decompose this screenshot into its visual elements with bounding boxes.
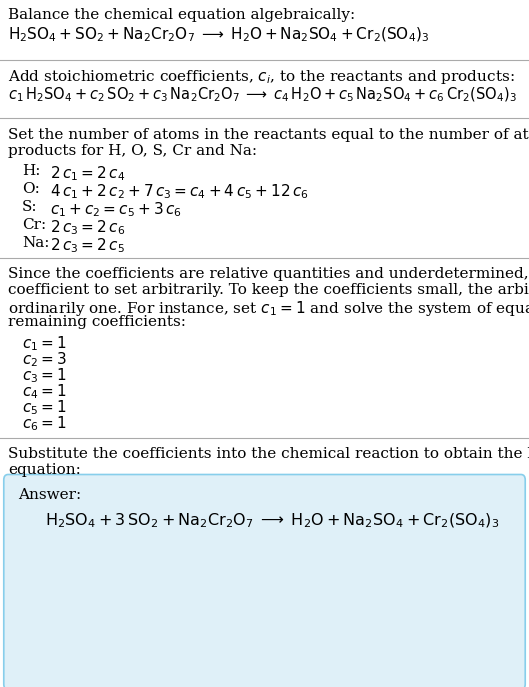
Text: $\mathrm{H_2SO_4 + 3\,SO_2 + Na_2Cr_2O_7 \;\longrightarrow\; H_2O + Na_2SO_4 + C: $\mathrm{H_2SO_4 + 3\,SO_2 + Na_2Cr_2O_7…	[45, 512, 499, 530]
Text: Substitute the coefficients into the chemical reaction to obtain the balanced: Substitute the coefficients into the che…	[8, 447, 529, 461]
Text: $2\,c_3 = 2\,c_6$: $2\,c_3 = 2\,c_6$	[50, 218, 125, 237]
Text: $2\,c_3 = 2\,c_5$: $2\,c_3 = 2\,c_5$	[50, 236, 125, 255]
Text: Add stoichiometric coefficients, $c_i$, to the reactants and products:: Add stoichiometric coefficients, $c_i$, …	[8, 68, 515, 86]
Text: $\mathrm{H_2SO_4 + SO_2 + Na_2Cr_2O_7 \;\longrightarrow\; H_2O + Na_2SO_4 + Cr_2: $\mathrm{H_2SO_4 + SO_2 + Na_2Cr_2O_7 \;…	[8, 26, 429, 45]
Text: $c_1 = 1$: $c_1 = 1$	[22, 334, 67, 352]
Text: Answer:: Answer:	[18, 488, 81, 502]
Text: $4\,c_1 + 2\,c_2 + 7\,c_3 = c_4 + 4\,c_5 + 12\,c_6$: $4\,c_1 + 2\,c_2 + 7\,c_3 = c_4 + 4\,c_5…	[50, 182, 309, 201]
Text: Na:: Na:	[22, 236, 50, 250]
Text: equation:: equation:	[8, 463, 81, 477]
Text: $c_2 = 3$: $c_2 = 3$	[22, 350, 67, 369]
Text: $c_3 = 1$: $c_3 = 1$	[22, 366, 67, 385]
Text: Balance the chemical equation algebraically:: Balance the chemical equation algebraica…	[8, 8, 355, 22]
Text: Since the coefficients are relative quantities and underdetermined, choose a: Since the coefficients are relative quan…	[8, 267, 529, 281]
Text: remaining coefficients:: remaining coefficients:	[8, 315, 186, 329]
Text: Cr:: Cr:	[22, 218, 46, 232]
Text: $c_6 = 1$: $c_6 = 1$	[22, 414, 67, 433]
Text: coefficient to set arbitrarily. To keep the coefficients small, the arbitrary va: coefficient to set arbitrarily. To keep …	[8, 283, 529, 297]
Text: $c_4 = 1$: $c_4 = 1$	[22, 382, 67, 401]
Text: Set the number of atoms in the reactants equal to the number of atoms in the: Set the number of atoms in the reactants…	[8, 128, 529, 142]
Text: $c_1 + c_2 = c_5 + 3\,c_6$: $c_1 + c_2 = c_5 + 3\,c_6$	[50, 200, 182, 218]
Text: products for H, O, S, Cr and Na:: products for H, O, S, Cr and Na:	[8, 144, 257, 158]
Text: H:: H:	[22, 164, 41, 178]
Text: $2\,c_1 = 2\,c_4$: $2\,c_1 = 2\,c_4$	[50, 164, 125, 183]
Text: ordinarily one. For instance, set $c_1 = 1$ and solve the system of equations fo: ordinarily one. For instance, set $c_1 =…	[8, 299, 529, 318]
Text: O:: O:	[22, 182, 40, 196]
Text: S:: S:	[22, 200, 38, 214]
Text: $c_1\,\mathrm{H_2SO_4} + c_2\,\mathrm{SO_2} + c_3\,\mathrm{Na_2Cr_2O_7} \;\longr: $c_1\,\mathrm{H_2SO_4} + c_2\,\mathrm{SO…	[8, 86, 517, 104]
Text: $c_5 = 1$: $c_5 = 1$	[22, 398, 67, 417]
